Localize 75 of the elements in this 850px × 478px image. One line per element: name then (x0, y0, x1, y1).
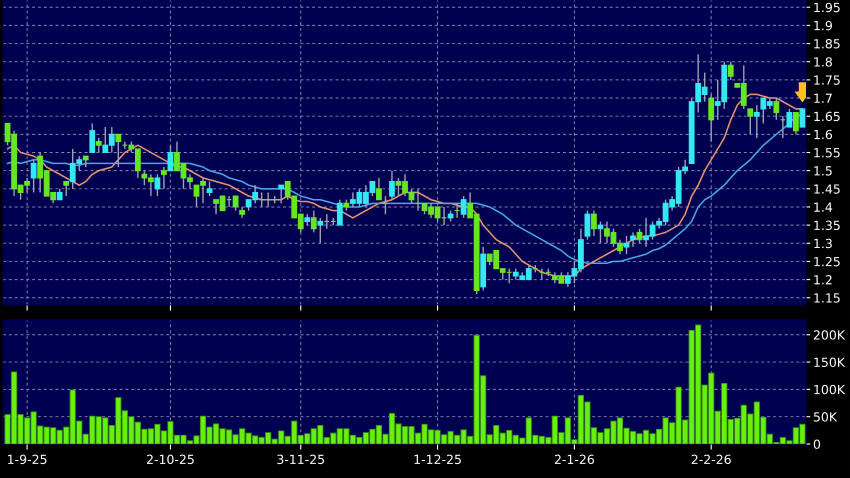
y-tick-label: 1.15 (814, 293, 840, 303)
y-tick-label: 150K (814, 358, 846, 367)
candlestick (258, 192, 265, 208)
y-tick-label: 1.75 (814, 76, 840, 85)
candlestick (773, 97, 780, 121)
candlestick (278, 184, 284, 204)
y-tick-label: 1.95 (814, 2, 840, 12)
candlestick (272, 195, 278, 204)
candlestick (728, 61, 734, 81)
x-tick-label: 2-10-25 (146, 454, 194, 464)
candlestick (330, 217, 336, 226)
y-tick-label: 1.6 (814, 130, 832, 140)
candlestick (591, 210, 597, 237)
candlestick (630, 232, 636, 248)
candlestick (343, 199, 350, 212)
candlestick (793, 112, 799, 136)
candlestick (786, 108, 792, 128)
x-tick-label: 2-2-26 (692, 454, 731, 464)
candlestick (800, 108, 806, 128)
candlestick (304, 214, 310, 226)
candlestick (96, 137, 102, 154)
candlestick (636, 228, 642, 244)
candlestick (265, 192, 272, 208)
y-tick-label: 1.65 (814, 112, 840, 122)
candlestick (115, 134, 122, 168)
y-tick-label: 1.25 (814, 256, 840, 266)
candlestick (154, 174, 160, 197)
candlestick (336, 199, 343, 226)
y-tick-label: 1.7 (814, 94, 832, 103)
y-tick-label: 0 (814, 439, 820, 449)
y-tick-label: 1.85 (814, 39, 840, 48)
candlestick (545, 268, 552, 277)
y-tick-label: 1.9 (814, 20, 832, 30)
candlestick (454, 202, 460, 219)
candlestick (82, 155, 89, 168)
y-tick-label: 1.2 (814, 275, 832, 284)
y-tick-label: 200K (814, 330, 846, 340)
x-tick-label: 1-9-25 (8, 454, 46, 464)
y-tick-label: 1.4 (814, 202, 832, 212)
y-tick-label: 100K (814, 384, 846, 394)
x-tick-label: 2-1-26 (554, 454, 594, 464)
y-tick-label: 1.3 (814, 238, 832, 248)
candlestick (317, 217, 324, 244)
y-tick-label: 1.8 (814, 57, 832, 67)
candlestick (324, 214, 330, 230)
y-tick-label: 1.55 (814, 148, 840, 158)
candlestick (382, 195, 388, 215)
candlestick (780, 115, 786, 139)
candlestick (206, 180, 212, 197)
y-tick-label: 1.45 (814, 184, 840, 194)
candlestick (624, 235, 630, 255)
candlestick (376, 177, 382, 200)
candlestick (532, 264, 538, 274)
y-tick-label: 1.5 (814, 166, 832, 176)
candlestick (161, 166, 167, 190)
candlestick (389, 170, 395, 200)
candlestick (168, 144, 174, 172)
candlestick (584, 210, 590, 240)
candlestick (598, 220, 604, 244)
x-tick-label: 1-12-25 (414, 454, 461, 464)
candlestick (63, 180, 70, 197)
candlestick (754, 104, 760, 139)
candlestick (708, 94, 714, 142)
candlestick (89, 122, 96, 154)
candlestick (460, 195, 467, 219)
y-tick-label: 1.35 (814, 220, 840, 230)
candlestick (310, 210, 317, 234)
candlestick (538, 268, 545, 280)
y-tick-label: 50K (814, 412, 838, 422)
candlestick (56, 188, 63, 200)
candlestick (448, 210, 454, 222)
candlestick (747, 108, 754, 136)
candlestick (239, 206, 246, 219)
x-tick-label: 3-11-25 (277, 454, 324, 464)
candlestick (30, 159, 37, 194)
